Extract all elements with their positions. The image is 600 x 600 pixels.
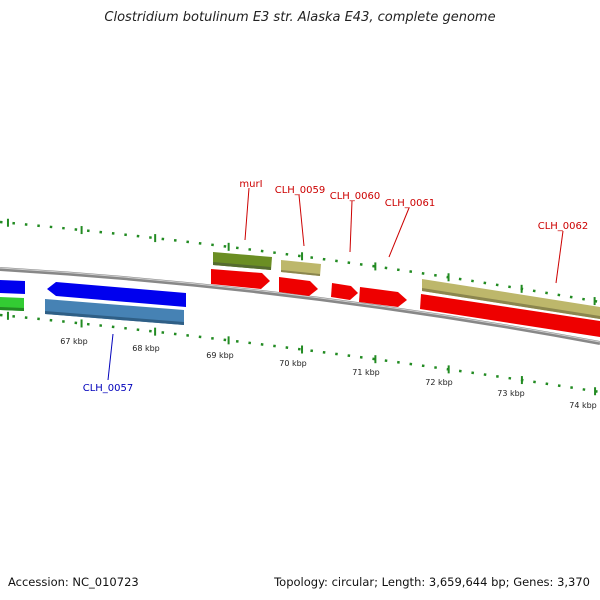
cds-CLH_0062[interactable] <box>420 294 600 337</box>
tick-label-68kbp: 68 kbp <box>132 344 160 353</box>
cds-murI[interactable] <box>211 269 270 289</box>
major-ticks <box>6 218 597 396</box>
feature-left-green-shade <box>0 307 24 311</box>
leader-CLH_0057 <box>107 333 114 381</box>
accession-text: Accession: NC_010723 <box>8 575 139 589</box>
tick-label-74kbp: 74 kbp <box>569 401 597 410</box>
cds-CLH_0057[interactable] <box>47 282 186 307</box>
leader-CLH_0059 <box>298 194 305 247</box>
inner-tick-ring <box>0 313 600 394</box>
tick-label-67kbp: 67 kbp <box>60 337 88 346</box>
genome-backbone <box>0 267 600 345</box>
tick-label-69kbp: 69 kbp <box>206 351 234 360</box>
gene-label-CLH_0060[interactable]: CLH_0060 <box>330 191 381 202</box>
feature-CLH_0059-shade <box>281 270 320 276</box>
tick-label-72kbp: 72 kbp <box>425 378 453 387</box>
feature-CLH_0057-shade <box>45 311 184 325</box>
feature-CLH_0057[interactable] <box>45 299 184 325</box>
gene-label-CLH_0061[interactable]: CLH_0061 <box>385 198 436 209</box>
leader-CLH_0061 <box>388 207 410 258</box>
gene-label-murI[interactable]: murI <box>239 179 262 190</box>
cds-CLH_0061[interactable] <box>359 287 407 307</box>
leader-murI <box>244 187 250 241</box>
gene-label-CLH_0059[interactable]: CLH_0059 <box>275 185 326 196</box>
outer-tick-ring <box>0 220 600 304</box>
leader-CLH_0062 <box>555 230 564 284</box>
gene-label-CLH_0062[interactable]: CLH_0062 <box>538 221 589 232</box>
feature-murI-shade <box>213 262 271 270</box>
genome-backbone-highlight <box>0 267 600 343</box>
cds-CLH_0060[interactable] <box>331 283 358 300</box>
tick-label-73kbp: 73 kbp <box>497 389 525 398</box>
gene-label-CLH_0057[interactable]: CLH_0057 <box>83 383 134 394</box>
map-title: Clostridium botulinum E3 str. Alaska E43… <box>104 10 496 25</box>
cds-CLH_0059[interactable] <box>279 277 318 296</box>
tick-label-70kbp: 70 kbp <box>279 359 307 368</box>
feature-CLH_0062-shade <box>422 288 600 319</box>
cds-left-partial[interactable] <box>0 280 25 294</box>
tick-label-71kbp: 71 kbp <box>352 368 380 377</box>
genome-summary-text: Topology: circular; Length: 3,659,644 bp… <box>274 575 590 589</box>
leader-CLH_0060 <box>349 200 353 253</box>
